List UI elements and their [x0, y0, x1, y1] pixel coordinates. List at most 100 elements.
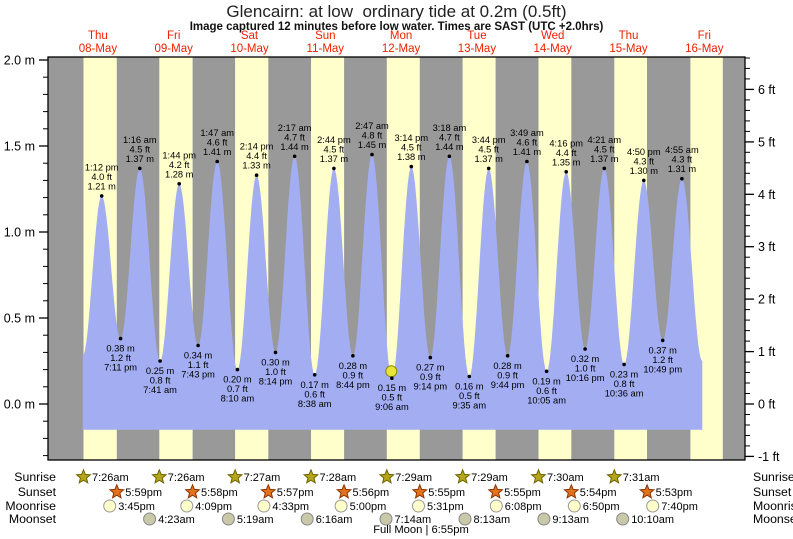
high-tide-label: 3:18 am 4.7 ft 1.44 m: [433, 123, 467, 152]
high-tide-dot: [215, 159, 219, 164]
moonset-circle-icon: [300, 512, 314, 526]
moonrise-circle-icon: [489, 499, 503, 513]
high-tide-label: 1:47 am 4.6 ft 1.41 m: [200, 128, 234, 157]
sunset-star-icon: [184, 483, 201, 499]
sunrise-star-icon: [530, 468, 547, 484]
day-header: Thu 15-May: [609, 30, 648, 55]
high-tide-dot: [525, 159, 529, 164]
sunrise-time: 7:31am: [623, 472, 660, 484]
sunrise-star-icon: [75, 468, 92, 484]
moonset-time: 6:16am: [316, 514, 353, 526]
high-tide-label: 1:44 pm 4.2 ft 1.28 m: [162, 150, 196, 179]
page-title: Glencairn: at low ordinary tide at 0.2m …: [226, 2, 567, 21]
low-tide-dot: [622, 362, 626, 367]
high-tide-dot: [138, 166, 142, 171]
sunrise-time: 7:26am: [92, 472, 129, 484]
sunset-time: 5:54pm: [580, 487, 617, 499]
moonrise-time: 6:08pm: [505, 501, 542, 513]
moonrise-circle-icon: [646, 499, 660, 513]
moonset-time: 9:13am: [552, 514, 589, 526]
right-axis-label: -1 ft: [758, 450, 780, 464]
high-tide-dot: [409, 164, 414, 169]
sunrise-time: 7:28am: [320, 472, 357, 484]
moonrise-circle-icon: [180, 499, 194, 513]
sunrise-time: 7:27am: [244, 472, 281, 484]
moonset-time: 5:19am: [237, 514, 274, 526]
moonrise-time: 5:31pm: [427, 501, 464, 513]
moonset-time: 10:10am: [631, 514, 674, 526]
sunrise-time: 7:29am: [471, 472, 508, 484]
sunset-time: 5:55pm: [504, 487, 541, 499]
low-tide-label: 0.30 m 1.0 ft 8:14 pm: [259, 357, 293, 386]
low-tide-label: 0.20 m 0.7 ft 8:10 am: [221, 375, 255, 404]
high-tide-label: 4:55 am 4.3 ft 1.31 m: [665, 145, 699, 174]
moonrise-circle-icon: [103, 499, 117, 513]
sunrise-time: 7:30am: [547, 472, 584, 484]
high-tide-dot: [564, 170, 568, 174]
moonrise-time: 4:33pm: [272, 501, 309, 513]
sunrise-time: 7:26am: [168, 472, 205, 484]
low-tide-label: 0.37 m 1.2 ft 10:49 pm: [643, 345, 682, 374]
high-tide-label: 1:12 pm 4.0 ft 1.21 m: [85, 162, 119, 191]
row-label-moonset-right: Moonset: [753, 512, 793, 526]
sunrise-star-icon: [454, 468, 471, 484]
high-tide-dot: [332, 166, 336, 171]
sunrise-star-icon: [606, 468, 623, 484]
moonrise-circle-icon: [567, 499, 581, 513]
low-tide-dot: [196, 343, 200, 348]
row-label-moonrise-left: Moonrise: [5, 499, 56, 513]
sunrise-star-icon: [302, 468, 320, 484]
high-tide-dot: [642, 178, 646, 183]
low-tide-dot: [273, 350, 278, 355]
tide-area: [82, 154, 703, 430]
high-tide-label: 4:16 pm 4.4 ft 1.35 m: [549, 138, 583, 167]
right-axis-label: 4 ft: [758, 188, 776, 202]
low-tide-label: 0.15 m 0.5 ft 9:06 am: [375, 383, 409, 412]
low-tide-dot: [428, 355, 433, 360]
low-tide-dot: [118, 336, 123, 341]
sunset-time: 5:58pm: [201, 487, 238, 499]
high-tide-dot: [447, 154, 452, 159]
low-tide-label: 0.19 m 0.6 ft 10:05 am: [527, 376, 566, 405]
row-label-moonrise-right: Moonrise: [753, 499, 793, 513]
high-tide-label: 3:49 am 4.6 ft 1.41 m: [510, 128, 544, 157]
low-tide-label: 0.34 m 1.1 ft 7:43 pm: [181, 351, 215, 380]
row-label-sunrise-right: Sunrise: [753, 470, 793, 484]
high-tide-label: 2:17 am 4.7 ft 1.44 m: [278, 123, 312, 152]
low-tide-label: 0.28 m 0.9 ft 8:44 pm: [336, 361, 370, 390]
low-tide-label: 0.23 m 0.8 ft 10:36 am: [605, 369, 644, 398]
low-tide-dot: [351, 354, 355, 358]
low-tide-label: 0.28 m 0.9 ft 9:44 pm: [491, 361, 525, 390]
current-time-marker: [385, 365, 398, 378]
high-tide-dot: [292, 154, 297, 159]
low-tide-dot: [505, 354, 510, 358]
row-label-sunrise-left: Sunrise: [14, 470, 56, 484]
right-axis-label: 5 ft: [758, 135, 776, 149]
moonset-time: 8:13am: [474, 514, 511, 526]
row-label-moonset-left: Moonset: [9, 512, 57, 526]
sunrise-star-icon: [151, 468, 168, 484]
high-tide-label: 4:21 am 4.5 ft 1.37 m: [588, 135, 622, 164]
sunset-time: 5:59pm: [125, 487, 162, 499]
low-tide-label: 0.17 m 0.6 ft 8:38 am: [298, 380, 332, 409]
low-tide-label: 0.16 m 0.5 ft 9:35 am: [453, 382, 487, 411]
right-axis-label: 1 ft: [758, 345, 776, 359]
moonrise-time: 7:40pm: [661, 501, 698, 513]
moonrise-time: 6:50pm: [583, 501, 620, 513]
right-axis-label: 6 ft: [758, 83, 776, 97]
left-axis-label: 1.0 m: [4, 226, 35, 240]
moonset-circle-icon: [616, 512, 630, 526]
high-tide-dot: [486, 166, 491, 171]
high-tide-dot: [370, 152, 374, 157]
day-header: Fri 16-May: [685, 30, 724, 55]
sunset-star-icon: [638, 483, 656, 499]
high-tide-label: 2:44 pm 4.5 ft 1.37 m: [317, 135, 351, 164]
high-tide-dot: [680, 176, 684, 181]
left-axis-label: 1.5 m: [4, 140, 35, 154]
low-tide-label: 0.27 m 0.9 ft 9:14 pm: [414, 363, 448, 392]
moonrise-time: 4:09pm: [195, 501, 232, 513]
sunset-time: 5:56pm: [353, 487, 390, 499]
sunset-time: 5:57pm: [277, 487, 314, 499]
day-header: Sat 10-May: [230, 30, 269, 55]
